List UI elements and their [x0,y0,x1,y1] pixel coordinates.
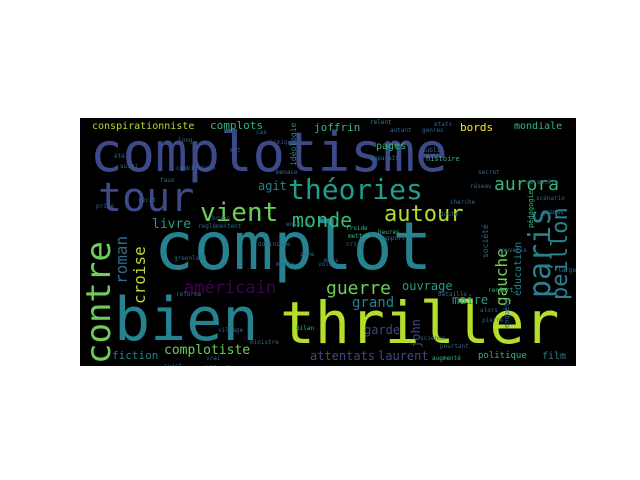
word-autant: autant [390,127,412,134]
word-joffrin: joffrin [314,121,361,134]
word-maire: maire [452,293,489,307]
word-secret: secret [478,169,500,176]
word-enquete: enquête [503,298,511,328]
word-cloud: complotisme complot thriller bien tour t… [80,118,576,366]
word-sujet: sujet [164,364,182,367]
word-menace: menace [276,169,298,176]
word-histoire: histoire [426,155,460,163]
word-pierre: pierre [482,317,504,324]
word-pedagogie: pédagogie [527,190,535,228]
word-etats: etats [434,121,453,128]
word-scenario: scénario [536,195,565,202]
word-contre: contre [80,241,119,364]
word-long: long [178,137,193,144]
word-reglementent: reglementent [198,223,242,230]
word-ensuite: ensuite [286,221,312,228]
word-vient: vient [200,198,279,228]
word-vrai: vrai [206,355,221,362]
word-genres: genres [422,127,444,134]
word-large: large [558,267,576,274]
word-mot: mot [230,147,241,154]
word-guerre: guerre [326,278,392,299]
word-complot: complot [154,208,433,285]
word-grands: grands [542,209,564,216]
word-mondiale-v: société [481,224,490,258]
word-menee: menée [276,261,295,268]
word-john: john [409,319,423,348]
word-dominique: dominique [258,241,291,248]
word-apparait: apparaît [370,155,399,162]
word-pages: pages [376,141,407,152]
word-crise: crise [346,241,365,248]
word-cherche: cherche [450,199,476,206]
word-nouvelle: nouvelle [498,247,527,254]
word-grand: grand [352,295,395,311]
word-film: film [542,351,567,362]
word-doute: doute [440,211,459,218]
word-agit: agit [258,179,287,193]
word-theories: théories [288,173,423,206]
word-pourtant: pourtant [440,343,469,350]
word-combinaison: combinaison [176,165,216,172]
word-complotisme: complotisme [90,121,448,184]
word-greenland: greenland [174,255,207,262]
word-garde: garde [364,323,401,337]
word-mettre: mettre [348,233,370,240]
word-prise: prise [96,203,115,210]
word-cas: cas [256,129,267,136]
word-faux: faux [160,177,175,184]
word-heures: heures [378,229,400,236]
word-fiction: fiction [112,349,159,362]
word-froide: froide [346,225,368,232]
word-aurora: aurora [494,174,560,195]
word-bien: bien [114,285,259,355]
word-livre: livre [152,217,192,232]
word-bruno: bruno [212,215,231,222]
word-conspirationniste: conspirationniste [92,121,195,132]
word-thriller: thriller [280,289,560,357]
word-bords: bords [460,121,494,134]
word-roman: roman [112,235,131,284]
word-politique: politique [478,351,527,361]
word-voix: voix [318,261,333,268]
word-croise: croise [130,246,149,304]
word-augmente: augmenté [432,355,461,362]
word-attentats: attentats [310,349,376,363]
word-complots: complots [210,119,263,132]
word-zone: zone [300,251,315,258]
word-science: science [420,335,446,342]
word-laurent: laurent [378,349,429,363]
word-bataille: bataille [438,291,467,298]
word-gauche: gauche [492,248,511,306]
word-autour: autour [384,202,464,227]
word-recit: récit [138,197,157,204]
word-americain: américain [184,278,277,298]
word-suivi: suivi [120,163,139,170]
word-chimique: chimique [266,139,295,146]
word-renfort: renfort [488,287,514,294]
word-complotiste: complotiste [164,343,251,358]
word-public: public [422,147,444,154]
word-ouvrage: ouvrage [402,279,453,293]
word-ministre: ministre [250,339,279,346]
word-peillon: peillon [548,207,573,300]
word-monde: monde [292,208,353,232]
word-tour: tour [98,175,195,221]
word-caractere: caractère [526,179,559,186]
word-village: village [218,327,244,334]
word-mois: mois [324,257,339,264]
word-ete: été [114,153,125,160]
word-bilan: bilan [296,325,315,332]
word-rapport: rapport [380,235,406,242]
word-reseau: réseau [470,183,492,190]
word-reforme: réforme [176,291,202,298]
word-relent: relent [370,119,392,126]
word-mondiale: mondiale [514,121,563,132]
word-alors: alors [480,307,499,314]
